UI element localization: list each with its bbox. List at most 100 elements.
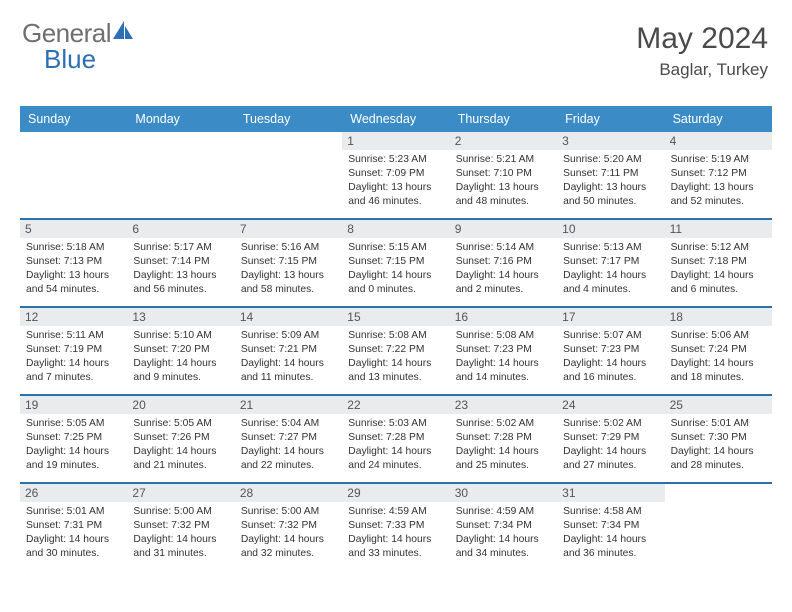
sunset-text: Sunset: 7:21 PM <box>241 343 336 357</box>
daylight-text: Daylight: 13 hours <box>26 269 121 283</box>
sunset-text: Sunset: 7:13 PM <box>26 255 121 269</box>
day-number: 10 <box>557 220 664 238</box>
day-number: 2 <box>450 132 557 150</box>
day-number: 23 <box>450 396 557 414</box>
brand-sail-icon <box>112 16 134 47</box>
day-number: 22 <box>342 396 449 414</box>
weekday-header: Sunday <box>20 106 127 132</box>
sunset-text: Sunset: 7:34 PM <box>563 519 658 533</box>
calendar-day-cell <box>127 132 234 218</box>
calendar-day-cell: 14Sunrise: 5:09 AMSunset: 7:21 PMDayligh… <box>235 308 342 394</box>
daylight-text: Daylight: 14 hours <box>348 357 443 371</box>
daylight-text: Daylight: 13 hours <box>671 181 766 195</box>
calendar-week-row: 19Sunrise: 5:05 AMSunset: 7:25 PMDayligh… <box>20 396 772 484</box>
calendar-day-cell: 2Sunrise: 5:21 AMSunset: 7:10 PMDaylight… <box>450 132 557 218</box>
daylight-text: and 58 minutes. <box>241 283 336 297</box>
calendar-grid: SundayMondayTuesdayWednesdayThursdayFrid… <box>20 106 772 570</box>
sunrise-text: Sunrise: 5:19 AM <box>671 153 766 167</box>
daylight-text: and 31 minutes. <box>133 547 228 561</box>
sunrise-text: Sunrise: 5:14 AM <box>456 241 551 255</box>
calendar-day-cell: 31Sunrise: 4:58 AMSunset: 7:34 PMDayligh… <box>557 484 664 570</box>
calendar-day-cell: 10Sunrise: 5:13 AMSunset: 7:17 PMDayligh… <box>557 220 664 306</box>
calendar-day-cell: 24Sunrise: 5:02 AMSunset: 7:29 PMDayligh… <box>557 396 664 482</box>
daylight-text: Daylight: 14 hours <box>671 357 766 371</box>
calendar-day-cell: 11Sunrise: 5:12 AMSunset: 7:18 PMDayligh… <box>665 220 772 306</box>
day-number: 27 <box>127 484 234 502</box>
sunset-text: Sunset: 7:18 PM <box>671 255 766 269</box>
calendar-day-cell: 5Sunrise: 5:18 AMSunset: 7:13 PMDaylight… <box>20 220 127 306</box>
sunset-text: Sunset: 7:23 PM <box>563 343 658 357</box>
daylight-text: Daylight: 14 hours <box>563 357 658 371</box>
sunset-text: Sunset: 7:12 PM <box>671 167 766 181</box>
daylight-text: and 32 minutes. <box>241 547 336 561</box>
day-number: 18 <box>665 308 772 326</box>
calendar-day-cell: 9Sunrise: 5:14 AMSunset: 7:16 PMDaylight… <box>450 220 557 306</box>
day-number: 31 <box>557 484 664 502</box>
day-number: 19 <box>20 396 127 414</box>
daylight-text: and 2 minutes. <box>456 283 551 297</box>
daylight-text: and 18 minutes. <box>671 371 766 385</box>
day-number: 6 <box>127 220 234 238</box>
daylight-text: and 7 minutes. <box>26 371 121 385</box>
calendar-day-cell <box>235 132 342 218</box>
daylight-text: and 14 minutes. <box>456 371 551 385</box>
daylight-text: Daylight: 14 hours <box>563 445 658 459</box>
daylight-text: Daylight: 14 hours <box>133 357 228 371</box>
daylight-text: and 22 minutes. <box>241 459 336 473</box>
calendar-location: Baglar, Turkey <box>636 60 768 80</box>
daylight-text: Daylight: 14 hours <box>563 269 658 283</box>
sunrise-text: Sunrise: 5:12 AM <box>671 241 766 255</box>
sunrise-text: Sunrise: 5:09 AM <box>241 329 336 343</box>
weekday-header: Thursday <box>450 106 557 132</box>
sunrise-text: Sunrise: 5:20 AM <box>563 153 658 167</box>
sunrise-text: Sunrise: 4:59 AM <box>456 505 551 519</box>
sunrise-text: Sunrise: 5:23 AM <box>348 153 443 167</box>
sunset-text: Sunset: 7:19 PM <box>26 343 121 357</box>
day-number: 7 <box>235 220 342 238</box>
day-number: 12 <box>20 308 127 326</box>
sunrise-text: Sunrise: 5:08 AM <box>456 329 551 343</box>
sunset-text: Sunset: 7:14 PM <box>133 255 228 269</box>
sunset-text: Sunset: 7:32 PM <box>241 519 336 533</box>
daylight-text: Daylight: 14 hours <box>241 533 336 547</box>
day-number: 9 <box>450 220 557 238</box>
daylight-text: and 19 minutes. <box>26 459 121 473</box>
sunset-text: Sunset: 7:17 PM <box>563 255 658 269</box>
daylight-text: and 46 minutes. <box>348 195 443 209</box>
calendar-week-row: 5Sunrise: 5:18 AMSunset: 7:13 PMDaylight… <box>20 220 772 308</box>
sunrise-text: Sunrise: 5:00 AM <box>241 505 336 519</box>
sunset-text: Sunset: 7:16 PM <box>456 255 551 269</box>
sunset-text: Sunset: 7:34 PM <box>456 519 551 533</box>
day-number: 29 <box>342 484 449 502</box>
day-number: 21 <box>235 396 342 414</box>
sunset-text: Sunset: 7:27 PM <box>241 431 336 445</box>
calendar-day-cell: 7Sunrise: 5:16 AMSunset: 7:15 PMDaylight… <box>235 220 342 306</box>
calendar-day-cell <box>20 132 127 218</box>
weekday-header: Monday <box>127 106 234 132</box>
day-number: 3 <box>557 132 664 150</box>
daylight-text: and 56 minutes. <box>133 283 228 297</box>
sunrise-text: Sunrise: 5:01 AM <box>671 417 766 431</box>
daylight-text: Daylight: 14 hours <box>241 357 336 371</box>
daylight-text: Daylight: 13 hours <box>241 269 336 283</box>
daylight-text: Daylight: 13 hours <box>348 181 443 195</box>
sunrise-text: Sunrise: 5:15 AM <box>348 241 443 255</box>
day-number: 28 <box>235 484 342 502</box>
day-number: 30 <box>450 484 557 502</box>
weekday-header: Saturday <box>665 106 772 132</box>
calendar-day-cell: 27Sunrise: 5:00 AMSunset: 7:32 PMDayligh… <box>127 484 234 570</box>
calendar-day-cell: 13Sunrise: 5:10 AMSunset: 7:20 PMDayligh… <box>127 308 234 394</box>
weeks-container: 1Sunrise: 5:23 AMSunset: 7:09 PMDaylight… <box>20 132 772 570</box>
day-number: 8 <box>342 220 449 238</box>
daylight-text: and 4 minutes. <box>563 283 658 297</box>
sunrise-text: Sunrise: 5:21 AM <box>456 153 551 167</box>
daylight-text: and 54 minutes. <box>26 283 121 297</box>
calendar-day-cell: 21Sunrise: 5:04 AMSunset: 7:27 PMDayligh… <box>235 396 342 482</box>
day-number: 11 <box>665 220 772 238</box>
sunset-text: Sunset: 7:29 PM <box>563 431 658 445</box>
daylight-text: and 9 minutes. <box>133 371 228 385</box>
sunrise-text: Sunrise: 4:59 AM <box>348 505 443 519</box>
calendar-day-cell: 23Sunrise: 5:02 AMSunset: 7:28 PMDayligh… <box>450 396 557 482</box>
daylight-text: Daylight: 13 hours <box>133 269 228 283</box>
calendar-day-cell: 6Sunrise: 5:17 AMSunset: 7:14 PMDaylight… <box>127 220 234 306</box>
